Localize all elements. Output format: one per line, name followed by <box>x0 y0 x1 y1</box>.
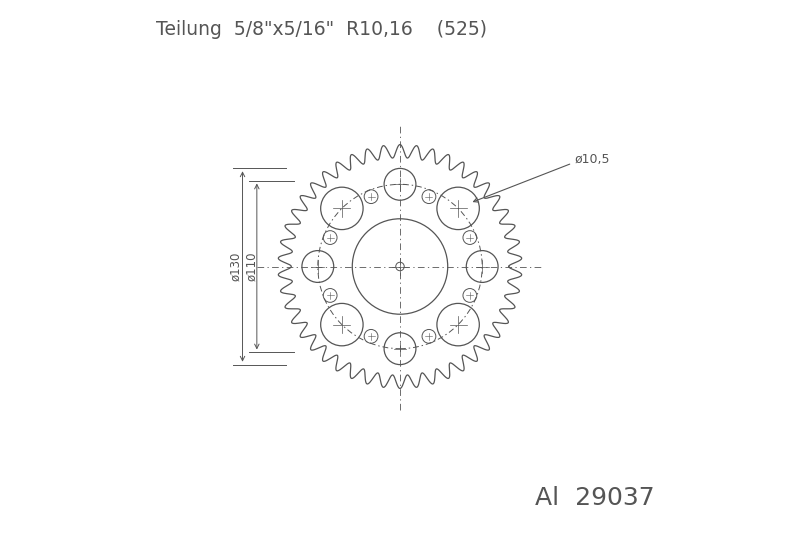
Text: ø130: ø130 <box>230 252 242 281</box>
Text: Teilung  5/8"x5/16"  R10,16    (525): Teilung 5/8"x5/16" R10,16 (525) <box>156 20 487 39</box>
Text: ø110: ø110 <box>245 252 258 281</box>
Text: ø10,5: ø10,5 <box>575 153 610 166</box>
Text: Al  29037: Al 29037 <box>535 487 654 511</box>
